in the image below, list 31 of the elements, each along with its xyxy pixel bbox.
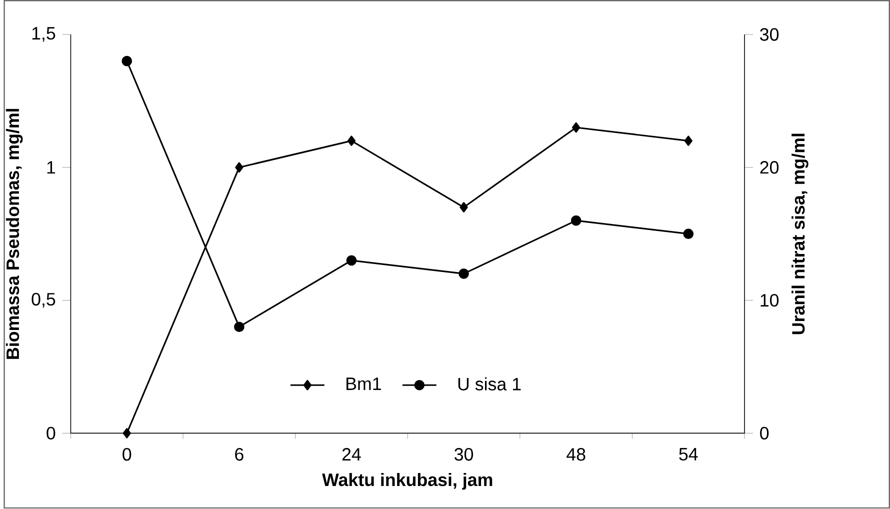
x-axis-title: Waktu inkubasi, jam [322,473,492,490]
x-tick-label: 24 [342,448,361,461]
x-tick-label: 0 [122,448,132,461]
point [346,255,357,266]
y-tick-label: 0,5 [32,293,56,308]
point [235,162,244,173]
y-tick-label: 1,5 [32,27,56,42]
y2-tick-label: 10 [760,294,779,307]
point [460,202,468,213]
y2-tick-label: 20 [760,161,779,174]
legend-label: U sisa 1 [458,378,521,391]
y-tick-label: 1 [47,161,56,174]
x-tick-label: 30 [454,448,474,461]
x-tick-label: 6 [235,448,244,461]
point [684,136,692,146]
point [683,228,694,240]
y-axis-title: Biomassa Pseudomas, mg/ml [6,109,23,360]
y2-axis-title: Uranil nitrat sisa, mg/ml [792,134,808,334]
x-tick-label: 54 [679,448,698,461]
point [234,322,244,332]
point [570,216,582,226]
y2-tick-label: 30 [760,28,779,42]
y2-tick-label: 0 [760,427,769,440]
y-tick-label: 0 [46,427,56,440]
point [458,268,469,280]
x-tick-label: 48 [566,448,586,461]
point [122,56,132,66]
point [122,428,131,439]
legend-label: Bm1 [346,378,381,390]
point [347,136,356,146]
point [572,122,580,133]
